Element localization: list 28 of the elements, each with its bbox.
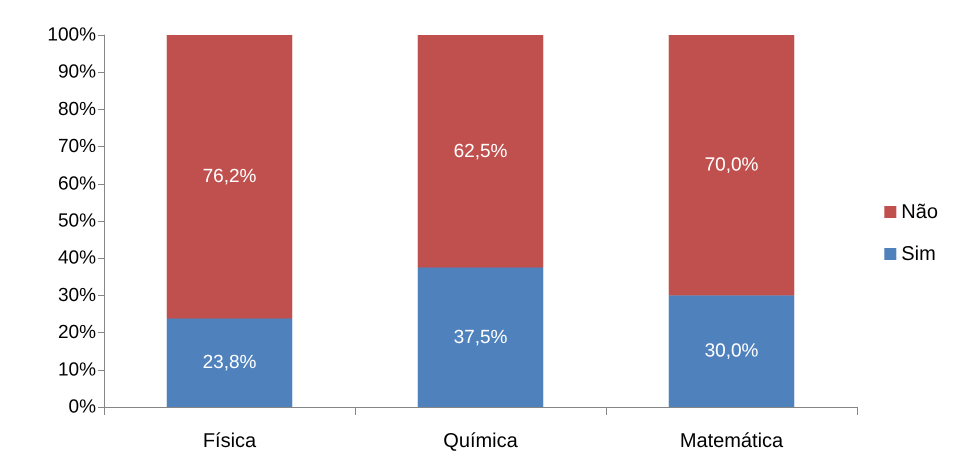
bar [166,318,292,407]
bar [668,295,794,407]
data-label: 23,8% [202,352,257,374]
data-label: 37,5% [454,326,508,348]
data-label: 76,2% [202,166,257,188]
bar [668,35,794,296]
y-tick-label: 50% [58,210,96,232]
x-tick-label: Física [202,430,258,452]
y-tick-label: 90% [58,62,96,83]
y-tick-label: 80% [58,98,96,120]
y-tick-label: 30% [58,284,96,306]
y-tick-label: 70% [58,136,96,158]
y-tick-label: 40% [58,248,96,269]
legend-label: Sim [901,243,936,265]
data-label: 30,0% [704,340,759,362]
y-tick-label: 100% [47,24,96,46]
x-tick-label: Matemática [680,430,784,452]
bar [166,35,292,318]
y-tick-label: 0% [68,396,96,418]
y-tick-label: 60% [58,173,96,194]
y-tick-label: 10% [58,359,96,380]
x-tick-label: Química [443,430,519,452]
bar [418,35,544,268]
y-tick-label: 20% [58,322,96,344]
bar [418,268,544,407]
data-label: 62,5% [454,140,508,162]
legend-label: Não [901,201,938,223]
data-label: 70,0% [704,154,759,176]
